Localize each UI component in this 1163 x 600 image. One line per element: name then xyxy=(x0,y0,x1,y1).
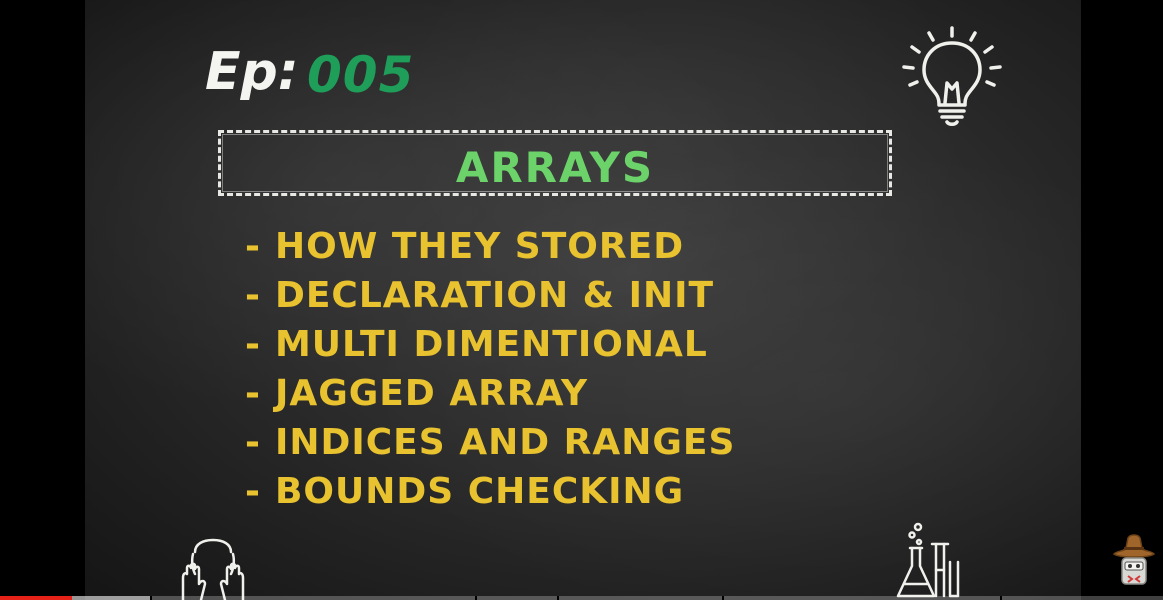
chapter-marker xyxy=(150,596,152,600)
topic-item: - JAGGED ARRAY xyxy=(245,373,589,414)
slide-title: ARRAYS xyxy=(455,143,655,192)
topic-item: - MULTI DIMENTIONAL xyxy=(245,324,708,365)
chapter-marker xyxy=(1000,596,1002,600)
topic-item: - INDICES AND RANGES xyxy=(245,422,736,463)
chapter-marker xyxy=(557,596,559,600)
episode-number: 005 xyxy=(307,46,415,104)
topic-item: - HOW THEY STORED xyxy=(245,226,685,267)
title-frame: ARRAYS xyxy=(218,130,892,196)
channel-watermark-logo[interactable] xyxy=(1108,532,1160,588)
lab-flask-icon xyxy=(896,522,960,598)
chapter-marker xyxy=(475,596,477,600)
lightbulb-icon xyxy=(902,26,1002,126)
topic-list: - HOW THEY STORED - DECLARATION & INIT - MU… xyxy=(245,222,735,516)
progress-played xyxy=(0,596,73,600)
progress-buffered xyxy=(0,596,151,600)
progress-bar[interactable] xyxy=(0,596,1163,600)
chalkboard-slide: Ep: 005 ARRAYS - HOW THEY STORED - DECLARA… xyxy=(85,0,1081,600)
episode-label: Ep: xyxy=(205,42,299,102)
topic-item: - BOUNDS CHECKING xyxy=(245,471,685,512)
topic-item: - DECLARATION & INIT xyxy=(245,275,715,316)
hands-over-face-icon xyxy=(181,538,245,600)
chapter-marker xyxy=(722,596,724,600)
